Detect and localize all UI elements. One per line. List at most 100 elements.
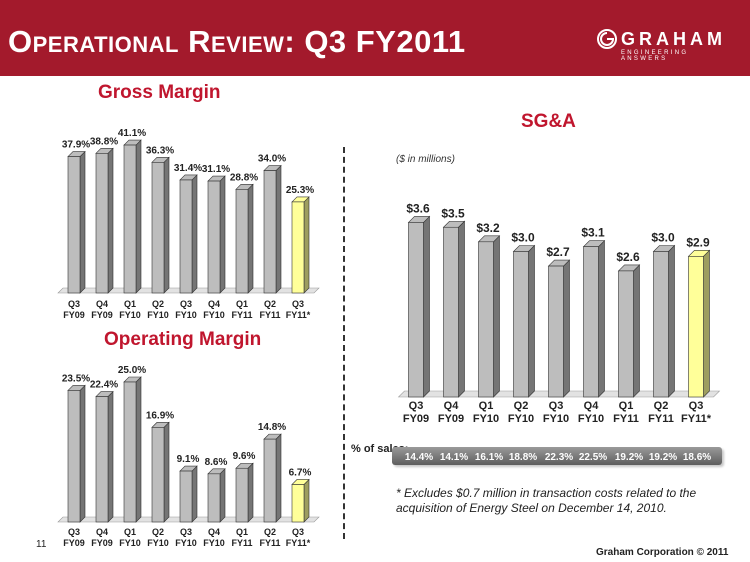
gross_margin-category-label: FY10 [147,310,169,320]
gross_margin-bar-side [247,183,254,294]
operating_margin-category-label: FY11* [286,538,311,548]
sga-value-label: $3.0 [651,231,675,245]
pct-of-sales-value: 18.6% [682,452,712,463]
pct-of-sales-value: 19.2% [648,452,678,463]
sga-bar-front [618,270,634,398]
gross_margin-value-label: 37.9% [62,140,90,151]
gross_margin-category-label: FY10 [119,310,141,320]
sga-bar-front [513,251,529,398]
gross_margin-bar [207,175,226,294]
gross_margin-category-label: FY09 [91,310,113,320]
logo-tagline: ENGINEERING ANSWERS [621,50,689,62]
gross_margin-category-label: Q1 [124,299,136,309]
gross_margin-bar [123,139,142,294]
gross_margin-bar-side [219,175,226,294]
operating_margin-value-label: 14.8% [258,422,286,433]
gross_margin-bar-side [275,164,282,294]
gross_margin-value-label: 31.4% [174,163,202,174]
operating_margin-category-label: Q3 [292,527,304,537]
gross_margin-category-label: Q1 [236,299,248,309]
sga-category-label: Q3 [409,400,424,412]
sga-bar-side [493,235,500,398]
sga-bar [512,244,536,398]
sga-category-label: Q4 [444,400,460,412]
operating_margin-category-label: FY10 [147,538,169,548]
gross_margin-bar-side [135,139,142,294]
sga-bar-front [653,251,669,398]
operating_margin-bar-side [247,462,254,523]
sga-bar-front [548,265,564,398]
pct-of-sales-value: 16.1% [474,452,504,463]
sga-bar [407,215,431,398]
page-number: 11 [36,539,47,550]
operating_margin-category-label: Q4 [208,527,220,537]
operating_margin-bar-side [107,390,114,523]
operating_margin-category-label: Q2 [264,527,276,537]
gross_margin-bar [263,164,282,294]
sga-bar-front [443,226,459,398]
gross-margin-chart: 37.9%Q3FY0938.8%Q4FY0941.1%Q1FY1036.3%Q2… [57,128,320,320]
gross_margin-value-label: 38.8% [90,136,118,147]
operating_margin-bar [207,468,226,523]
operating_margin-bar [95,390,114,523]
operating_margin-bar-side [303,478,310,523]
gross_margin-bar [235,183,254,294]
gross_margin-bar [95,147,114,294]
operating-margin-chart: 23.5%Q3FY0922.4%Q4FY0925.0%Q1FY1016.9%Q2… [57,365,320,548]
gross_margin-value-label: 31.1% [202,164,230,175]
gross_margin-value-label: 28.8% [230,172,258,183]
operating_margin-bar-side [163,421,170,523]
sga-category-label: FY09 [438,413,464,425]
sga-bar-side [633,264,640,398]
gross_margin-category-label: Q2 [264,299,276,309]
gross_margin-category-label: Q3 [68,299,80,309]
operating_margin-bar [291,478,310,523]
sga-bar-side [423,215,430,398]
gross_margin-bar-side [107,147,114,294]
gross_margin-bar [179,174,198,294]
operating_margin-category-label: FY11 [259,538,280,548]
sga-bar [547,259,571,398]
gross_margin-category-label: FY09 [63,310,85,320]
gross_margin-category-label: Q4 [96,299,108,309]
operating_margin-value-label: 9.1% [177,454,200,465]
operating_margin-value-label: 22.4% [90,380,118,391]
pct-of-sales-value: 14.4% [404,452,434,463]
sga-category-label: Q1 [479,400,494,412]
sga-category-label: FY11 [613,413,639,425]
sga-bar [442,220,466,398]
pct-of-sales-bar [392,447,722,465]
gross_margin-bar [291,196,310,294]
operating_margin-category-label: Q3 [68,527,80,537]
sga-bar-side [703,249,710,398]
gross_margin-value-label: 34.0% [258,154,286,165]
operating_margin-bar-side [275,433,282,523]
gross_margin-category-label: Q3 [180,299,192,309]
sga-category-label: FY10 [473,413,499,425]
sga-bar-front [408,222,424,398]
operating_margin-bar-front [151,427,165,523]
operating_margin-category-label: Q1 [236,527,248,537]
sga-value-label: $3.0 [511,231,535,245]
operating_margin-category-label: FY09 [91,538,113,548]
sga-category-label: Q2 [654,400,669,412]
sga-category-label: FY11 [648,413,674,425]
pct-of-sales-value: 22.5% [578,452,608,463]
operating_margin-bar-front [95,396,109,523]
pct-of-sales-value: 18.8% [508,452,538,463]
sga-value-label: $3.2 [476,221,500,235]
logo-wordmark: GRAHAM [621,29,726,49]
operating_margin-category-label: FY11 [231,538,252,548]
operating_margin-bar-side [191,465,198,523]
gross_margin-bar [151,156,170,294]
operating_margin-value-label: 9.6% [233,451,256,462]
footer-copyright: Graham Corporation © 2011 [596,547,729,558]
gross_margin-value-label: 41.1% [118,128,146,139]
operating_margin-bar-front [291,484,305,523]
graham-logo-icon [597,29,617,49]
operating_margin-bar [151,421,170,523]
gross_margin-bar-front [151,162,165,294]
gross_margin-bar-side [191,174,198,294]
sga-bar-front [583,246,599,398]
gross_margin-category-label: FY10 [203,310,225,320]
